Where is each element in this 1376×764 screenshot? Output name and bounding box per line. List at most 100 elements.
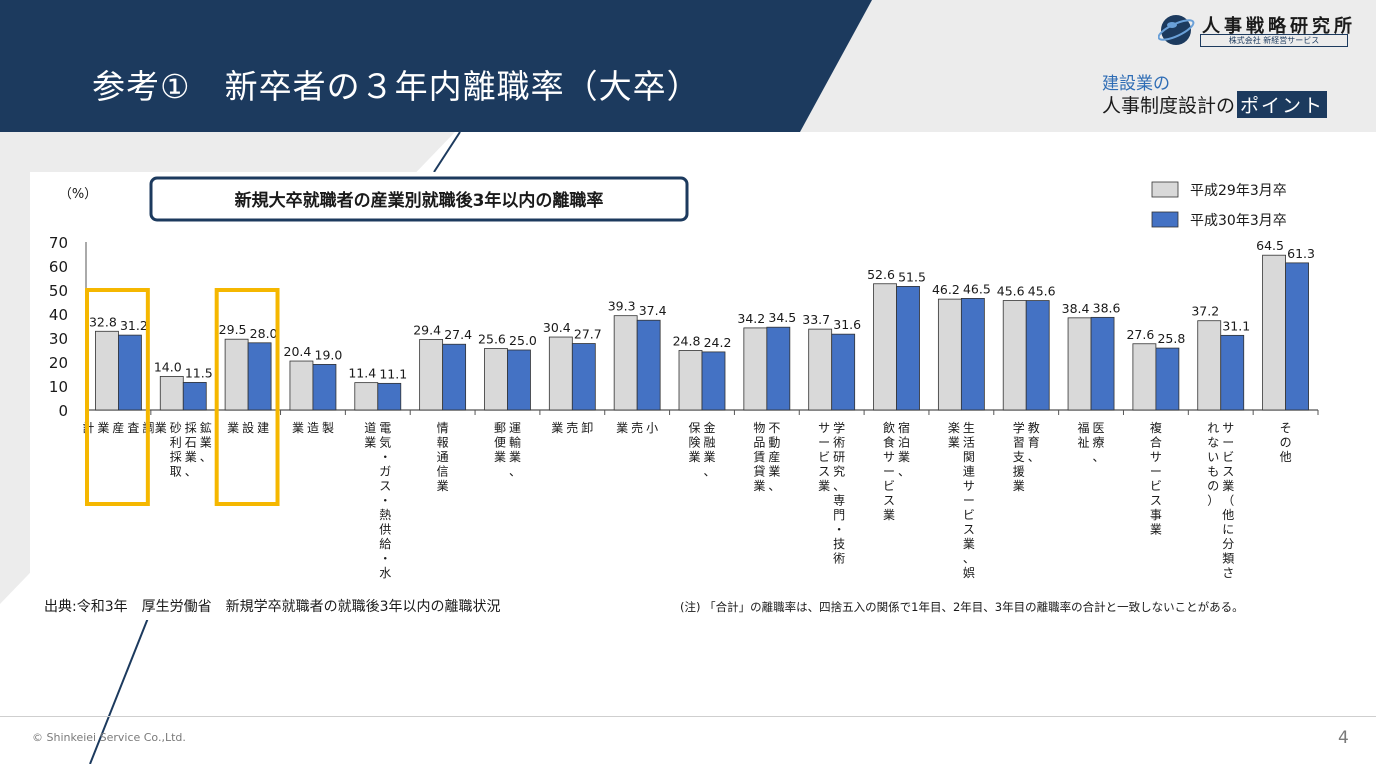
highlight-frame bbox=[214, 288, 280, 506]
bar-h29 bbox=[1262, 254, 1286, 411]
bar-value-label: 31.2 bbox=[120, 318, 148, 333]
bar-value-label: 11.4 bbox=[348, 366, 376, 381]
category-label-char: 業 bbox=[898, 450, 910, 464]
bar-value-label: 24.2 bbox=[704, 335, 732, 350]
bar-h29 bbox=[159, 375, 184, 411]
category-label-char: 業 bbox=[155, 421, 167, 435]
bar-h29 bbox=[484, 348, 508, 411]
tagline-line2: 人事制度設計の ポイント bbox=[1102, 91, 1328, 118]
category-label-char: ス bbox=[883, 494, 895, 508]
company-logo: 人事戦略研究所 株式会社 新経営サービス bbox=[1158, 12, 1354, 48]
bar-value-label: 20.4 bbox=[284, 344, 312, 359]
bar-value-label: 34.5 bbox=[768, 310, 796, 325]
bar-chart: 新規大卒就職者の産業別就職後3年以内の離職率 （%） 0 10 20 30 40 50 60 70… bbox=[49, 176, 1319, 580]
category-label-char: そ bbox=[1280, 421, 1292, 435]
category-label-char: 郵 bbox=[494, 421, 506, 435]
legend-label: 平成30年3月卒 bbox=[1190, 213, 1287, 229]
slide-title: 参考① 新卒者の３年内離職率（大卒） bbox=[92, 67, 701, 106]
category-label-char: サ bbox=[818, 421, 830, 435]
category-label-char: 、 bbox=[963, 552, 975, 566]
bar-value-label: 46.2 bbox=[932, 282, 960, 297]
category-label-char: 専 bbox=[833, 494, 845, 508]
category-label-char: ） bbox=[1207, 494, 1219, 508]
category-label-char: 貸 bbox=[753, 464, 765, 479]
category-label-char: ー bbox=[883, 465, 895, 479]
category-label-char: 業 bbox=[97, 421, 109, 435]
category-label-char: 建 bbox=[257, 421, 269, 435]
category-label-char: ー bbox=[818, 436, 830, 450]
bar-h30 bbox=[1285, 262, 1309, 411]
category-label-char: 学 bbox=[1013, 420, 1025, 435]
category-label-char: 、 bbox=[200, 450, 212, 464]
bar-h29 bbox=[548, 336, 573, 411]
category-label-char: 造 bbox=[307, 421, 319, 435]
bar-value-label: 29.5 bbox=[219, 322, 247, 337]
source-citation: 出典:令和3年 厚生労働省 新規学卒就職者の就職後3年以内の離職状況 bbox=[44, 599, 501, 615]
bar-h29 bbox=[224, 338, 249, 411]
bar-value-label: 34.2 bbox=[737, 311, 765, 326]
category-label-char: 査 bbox=[127, 421, 139, 435]
category-label-char: ス bbox=[1222, 465, 1234, 479]
category-label-char: ・ bbox=[833, 523, 845, 537]
category-label-char: 融 bbox=[703, 436, 715, 450]
logo-name: 人事戦略研究所 bbox=[1202, 16, 1356, 37]
bar-h30 bbox=[247, 342, 272, 411]
category-label-char: 、 bbox=[768, 479, 780, 493]
bar-value-label: 37.2 bbox=[1191, 304, 1219, 319]
category-label-char: 分 bbox=[1222, 537, 1234, 551]
category-label-char: 石 bbox=[185, 436, 197, 450]
bar-value-label: 27.7 bbox=[574, 327, 602, 342]
category-label-char: 複 bbox=[1150, 420, 1162, 435]
bar-h29 bbox=[354, 382, 379, 411]
category-label-char: ・ bbox=[379, 450, 391, 464]
category-label-char: 業 bbox=[753, 479, 765, 493]
bar-value-label: 25.0 bbox=[509, 333, 537, 348]
bar-value-label: 29.4 bbox=[413, 322, 441, 337]
bar-value-label: 37.4 bbox=[639, 303, 667, 318]
category-label-char: 売 bbox=[566, 420, 578, 435]
bar-h30 bbox=[1090, 316, 1115, 411]
category-label-char: 業 bbox=[883, 508, 895, 522]
category-label-char: 技 bbox=[833, 537, 845, 551]
category-label-char: 業 bbox=[616, 421, 628, 435]
category-label-char: 通 bbox=[437, 450, 449, 464]
bar-h30 bbox=[1025, 300, 1050, 411]
bar-value-label: 45.6 bbox=[1028, 284, 1056, 299]
category-label-char: 、 bbox=[1028, 450, 1040, 464]
bar-value-label: 24.8 bbox=[673, 333, 701, 348]
bar-h30 bbox=[571, 343, 596, 411]
bar-value-label: 19.0 bbox=[315, 347, 343, 362]
category-label-char: 業 bbox=[1222, 479, 1234, 493]
category-label-char: 合 bbox=[1150, 435, 1162, 450]
category-label-char: 採 bbox=[170, 450, 182, 464]
category-label-char: 供 bbox=[379, 523, 391, 537]
bar-h29 bbox=[1197, 320, 1222, 411]
category-label-char: ビ bbox=[1222, 450, 1234, 464]
category-label-char: 泊 bbox=[898, 436, 910, 450]
bar-value-label: 30.4 bbox=[543, 320, 571, 335]
category-label-char: 産 bbox=[112, 420, 124, 435]
bar-h30 bbox=[701, 351, 726, 411]
bar-h30 bbox=[960, 298, 985, 411]
category-label-char: 福 bbox=[1078, 420, 1090, 435]
category-label-char: 他 bbox=[1280, 450, 1292, 464]
bar-value-label: 38.4 bbox=[1062, 301, 1090, 316]
category-label-char: ー bbox=[1222, 436, 1234, 450]
bar-h29 bbox=[1132, 343, 1157, 411]
category-label-char: 医 bbox=[1093, 421, 1105, 435]
category-label-char: も bbox=[1207, 465, 1219, 479]
bar-h29 bbox=[289, 360, 314, 411]
category-label-char: 業 bbox=[551, 421, 563, 435]
category-label-char: 楽 bbox=[948, 421, 960, 435]
category-label-char: 業 bbox=[292, 421, 304, 435]
category-label-char: 業 bbox=[364, 436, 376, 450]
category-label-char: 教 bbox=[1028, 420, 1040, 435]
bar-value-label: 11.5 bbox=[185, 365, 213, 380]
bar-h30 bbox=[442, 343, 467, 411]
category-label-char: 事 bbox=[1150, 508, 1162, 522]
category-label-char: 学 bbox=[833, 420, 845, 435]
category-label-char: サ bbox=[963, 479, 975, 493]
bar-h30 bbox=[636, 319, 661, 411]
bar-value-label: 31.1 bbox=[1222, 318, 1250, 333]
category-label-char: の bbox=[1207, 479, 1219, 493]
